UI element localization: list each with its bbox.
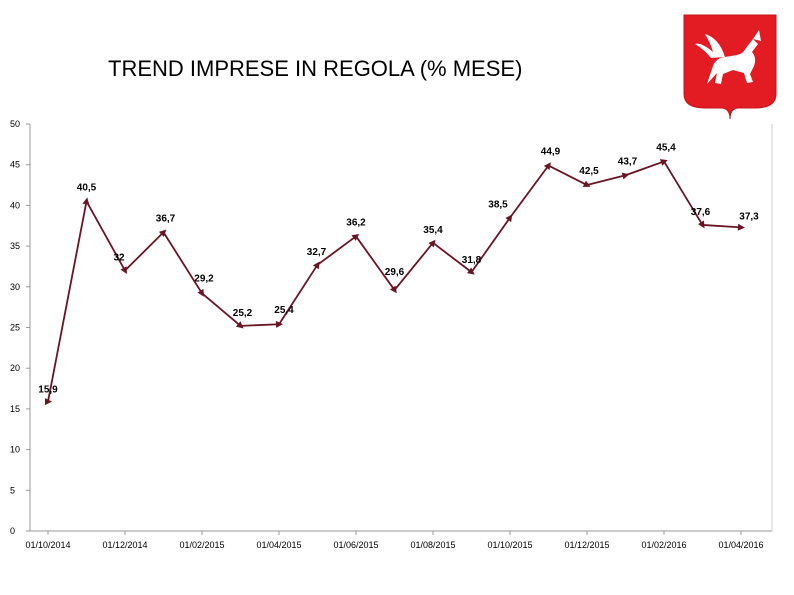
y-tick-label: 40	[10, 200, 20, 210]
data-point	[312, 261, 320, 270]
data-label: 43,7	[618, 156, 638, 167]
chart-title: TREND IMPRESE IN REGOLA (% MESE)	[108, 56, 523, 81]
data-label: 36,2	[346, 217, 366, 228]
y-tick-label: 35	[10, 241, 20, 251]
data-label: 31,8	[462, 255, 482, 266]
data-point	[582, 180, 591, 187]
y-tick-label: 5	[10, 485, 15, 495]
x-tick-label: 01/06/2015	[333, 540, 378, 550]
data-point	[697, 220, 705, 229]
data-point	[543, 162, 551, 171]
data-label: 37,6	[691, 207, 711, 218]
x-tick-label: 01/12/2014	[102, 540, 147, 550]
data-point	[737, 223, 745, 231]
data-label: 44,9	[541, 147, 561, 158]
y-tick-label: 25	[10, 323, 20, 333]
data-point	[158, 229, 167, 237]
data-label: 29,2	[194, 273, 214, 284]
series-line	[47, 160, 742, 402]
x-tick-label: 01/12/2015	[564, 540, 609, 550]
data-label: 25,4	[274, 305, 294, 316]
y-tick-label: 15	[10, 404, 20, 414]
x-tick-label: 01/10/2015	[487, 540, 532, 550]
data-point	[659, 159, 668, 166]
data-point	[466, 267, 475, 275]
data-point	[120, 266, 127, 275]
y-tick-label: 45	[10, 160, 20, 170]
data-point	[197, 288, 205, 297]
data-label: 35,4	[423, 225, 443, 236]
data-label: 15,9	[38, 385, 58, 396]
data-label: 29,6	[385, 267, 405, 278]
data-label: 42,5	[579, 166, 599, 177]
data-label: 32,7	[307, 247, 327, 258]
x-tick-label: 01/02/2016	[641, 540, 686, 550]
y-tick-label: 20	[10, 363, 20, 373]
y-tick-label: 10	[10, 445, 20, 455]
data-point	[428, 239, 436, 248]
data-point	[621, 172, 630, 180]
x-tick-label: 01/08/2015	[410, 540, 455, 550]
data-point	[505, 214, 513, 223]
data-point	[45, 398, 52, 406]
y-tick-label: 0	[10, 526, 15, 536]
y-tick-label: 30	[10, 282, 20, 292]
data-point	[389, 285, 397, 294]
data-label: 32	[113, 253, 125, 264]
data-label: 25,2	[233, 308, 253, 319]
data-label: 45,4	[656, 142, 676, 153]
pegasus-emblem-icon	[683, 14, 777, 120]
data-label: 36,7	[156, 213, 176, 224]
data-label: 37,3	[739, 211, 759, 222]
x-tick-label: 01/10/2014	[25, 540, 70, 550]
data-point	[235, 321, 244, 329]
data-point	[82, 197, 90, 205]
data-point	[275, 320, 283, 328]
x-tick-label: 01/02/2015	[179, 540, 224, 550]
data-label: 40,5	[77, 182, 97, 193]
x-tick-label: 01/04/2015	[256, 540, 301, 550]
data-label: 38,5	[488, 200, 508, 211]
y-tick-label: 50	[10, 119, 20, 129]
x-tick-label: 01/04/2016	[718, 540, 763, 550]
data-point	[351, 233, 360, 241]
